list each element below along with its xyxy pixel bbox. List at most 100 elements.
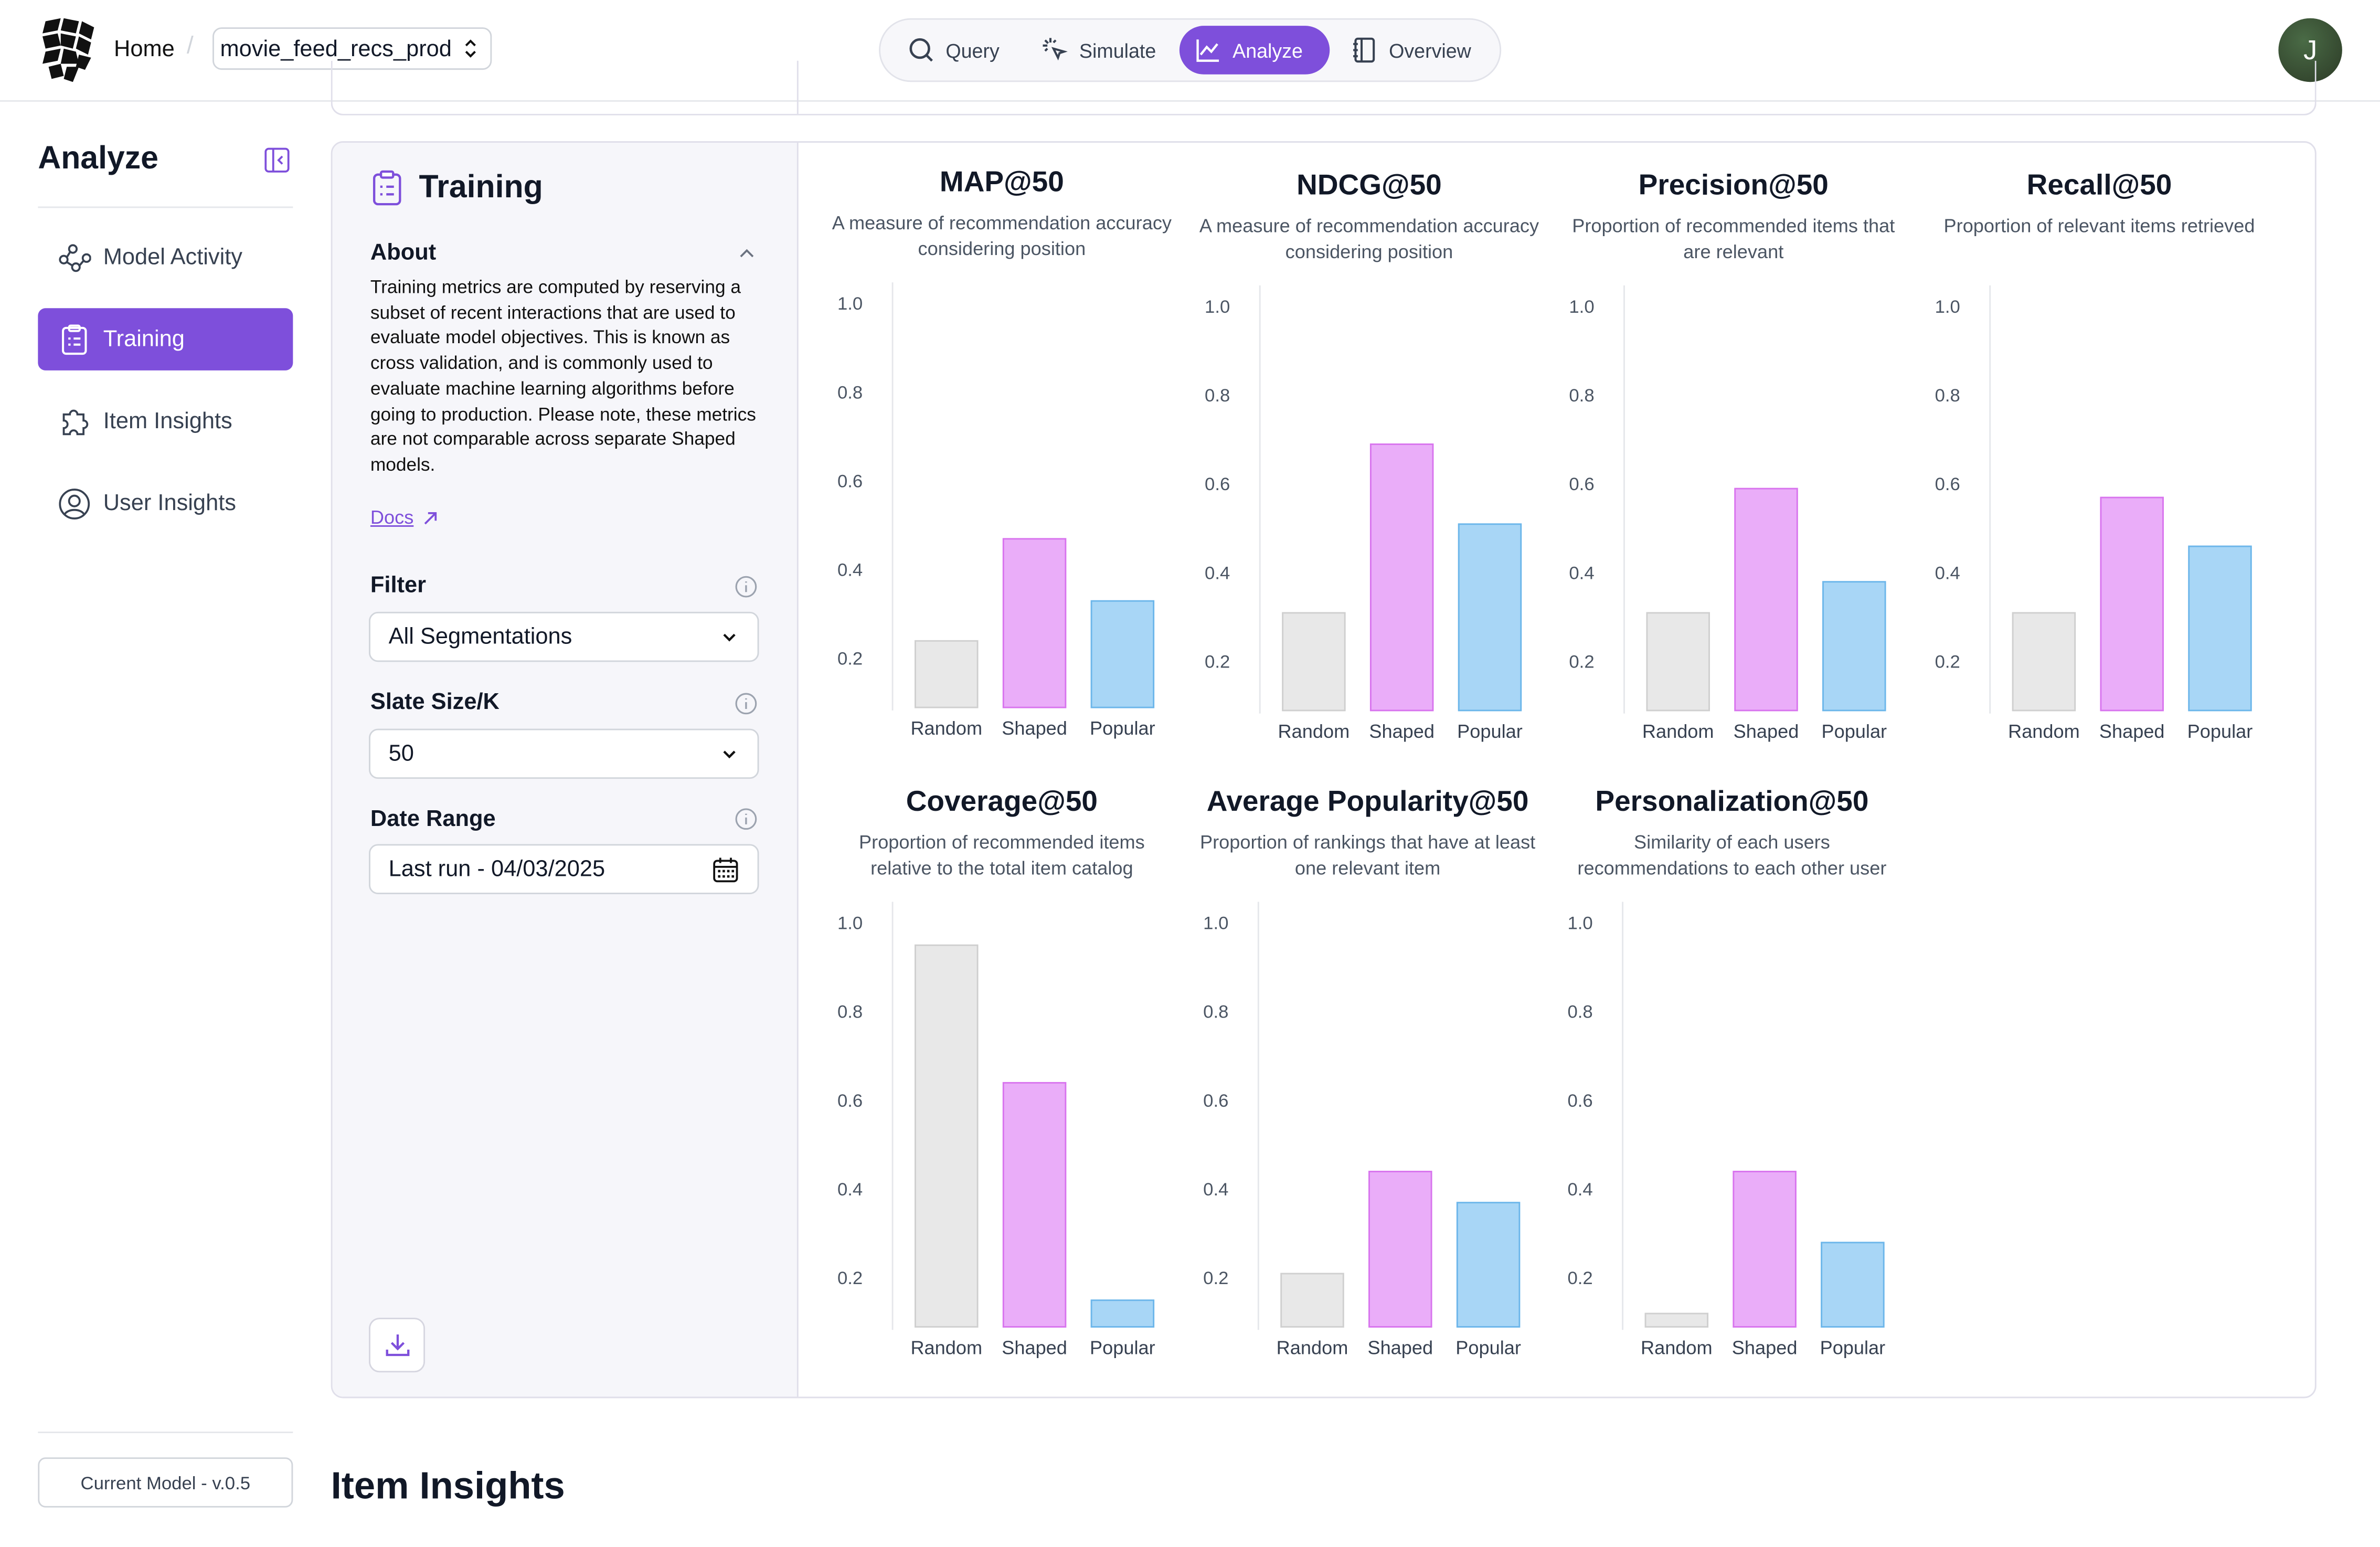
- about-heading[interactable]: About: [370, 240, 437, 266]
- chevron-up-icon[interactable]: [738, 246, 756, 261]
- y-tick-label: 1.0: [1569, 297, 1594, 317]
- y-tick-label: 0.6: [1203, 1091, 1228, 1111]
- chart-title: Precision@50: [1638, 170, 1829, 202]
- y-tick-label: 1.0: [837, 294, 863, 314]
- chart-subtitle: A measure of recommendation accuracy con…: [832, 213, 1172, 259]
- x-category-label: Popular: [1820, 1337, 1886, 1359]
- activity-nodes-icon: [59, 243, 91, 271]
- chart-subtitle: A measure of recommendation accuracy con…: [1199, 215, 1539, 262]
- bar-popular: [2188, 545, 2252, 712]
- y-tick-label: 0.2: [1203, 1268, 1228, 1288]
- slate-size-select[interactable]: 50: [368, 728, 759, 779]
- chevron-down-icon: [723, 750, 736, 759]
- cursor-click-icon: [1043, 38, 1068, 61]
- search-icon: [909, 38, 933, 62]
- slate-size-value: 50: [388, 740, 414, 767]
- chart-subtitle: Similarity of each users recommendations…: [1577, 832, 1887, 878]
- tab-simulate[interactable]: Simulate: [1026, 26, 1172, 75]
- bar-chart-svg: 1.0 0.8 0.6 0.4 0.2 Random Shaped Popular: [1205, 285, 1523, 742]
- clipboard-icon: [373, 170, 401, 206]
- bar-chart-svg: 1.0 0.8 0.6 0.4 0.2 Random Shaped Popular: [1567, 902, 1886, 1359]
- chart-subtitle: Proportion of recommended items relative…: [859, 832, 1145, 878]
- training-card: Training About Training metrics are comp…: [331, 141, 2317, 1398]
- bar-shaped: [1002, 1082, 1067, 1328]
- y-tick-label: 1.0: [1935, 297, 1960, 317]
- y-tick-label: 0.2: [837, 649, 863, 669]
- bar-shaped: [1733, 1171, 1797, 1328]
- x-category-label: Popular: [1090, 1337, 1155, 1359]
- tab-overview[interactable]: Overview: [1336, 26, 1488, 75]
- x-category-label: Shaped: [2099, 720, 2165, 742]
- filter-select-value: All Segmentations: [388, 624, 572, 650]
- sidebar-item-model-activity[interactable]: Model Activity: [38, 226, 293, 289]
- bar-random: [915, 944, 979, 1328]
- y-tick-label: 0.2: [837, 1268, 863, 1288]
- bar-random: [2012, 612, 2076, 712]
- download-button[interactable]: [368, 1318, 426, 1373]
- bar-popular: [1090, 600, 1155, 708]
- tab-query[interactable]: Query: [892, 26, 1029, 75]
- date-range-input[interactable]: Last run - 04/03/2025: [368, 844, 759, 894]
- sidebar-divider: [38, 206, 293, 208]
- date-range-value: Last run - 04/03/2025: [388, 856, 605, 882]
- home-link[interactable]: Home: [113, 36, 175, 62]
- y-tick-label: 0.6: [1205, 474, 1230, 494]
- bar-shaped: [1734, 488, 1798, 712]
- tab-overview-label: Overview: [1389, 38, 1471, 62]
- x-category-label: Random: [1642, 720, 1714, 742]
- filter-select[interactable]: All Segmentations: [368, 611, 759, 662]
- sidebar-item-item-insights[interactable]: Item Insights: [38, 390, 293, 453]
- metric-chart: Recall@50 Proportion of relevant items re…: [1917, 170, 2281, 762]
- info-icon[interactable]: [735, 808, 757, 830]
- x-category-label: Random: [910, 1337, 982, 1359]
- bar-popular: [1821, 1242, 1885, 1328]
- y-tick-label: 1.0: [1205, 297, 1230, 317]
- metric-chart: Precision@50 Proportion of recommended it…: [1552, 170, 1916, 762]
- shaped-logo-icon[interactable]: [39, 18, 97, 82]
- y-tick-label: 0.8: [1203, 1002, 1228, 1022]
- bar-chart-svg: 1.0 0.8 0.6 0.4 0.2 Random Shaped Popular: [1569, 285, 1887, 742]
- sidebar-item-label: Training: [103, 326, 185, 353]
- item-insights-heading: Item Insights: [331, 1465, 565, 1508]
- y-tick-label: 0.2: [1567, 1268, 1592, 1288]
- tab-analyze[interactable]: Analyze: [1179, 26, 1330, 75]
- chart-title: MAP@50: [939, 167, 1064, 199]
- info-icon[interactable]: [735, 575, 757, 598]
- bar-random: [1644, 1312, 1709, 1328]
- sidebar-item-training[interactable]: Training: [38, 308, 293, 370]
- puzzle-icon: [62, 409, 89, 435]
- y-tick-label: 0.4: [1205, 563, 1230, 583]
- sidebar-item-label: User Insights: [103, 490, 236, 516]
- y-tick-label: 0.8: [1935, 386, 1960, 406]
- training-title: Training: [419, 170, 543, 205]
- chart-title: NDCG@50: [1297, 170, 1442, 202]
- metric-chart: NDCG@50 A measure of recommendation accur…: [1187, 170, 1551, 762]
- notebook-icon: [1353, 37, 1375, 63]
- bar-shaped: [1002, 538, 1067, 708]
- info-icon[interactable]: [735, 692, 757, 715]
- sidebar-item-user-insights[interactable]: User Insights: [38, 472, 293, 535]
- sidebar-item-label: Model Activity: [103, 244, 243, 270]
- calendar-icon: [713, 857, 738, 882]
- previous-card-edge: [331, 60, 2317, 115]
- bar-random: [1282, 612, 1346, 712]
- docs-link[interactable]: Docs: [370, 507, 440, 528]
- x-category-label: Popular: [1090, 717, 1155, 739]
- bar-chart-svg: 1.0 0.8 0.6 0.4 0.2 Random Shaped Popular: [1203, 902, 1521, 1359]
- metric-chart: Average Popularity@50 Proportion of ranki…: [1185, 787, 1549, 1379]
- bar-popular: [1458, 523, 1522, 712]
- date-range-label: Date Range: [370, 806, 496, 832]
- y-tick-label: 0.4: [837, 560, 863, 580]
- collapse-sidebar-icon[interactable]: [264, 147, 290, 173]
- breadcrumb-separator: /: [186, 33, 194, 59]
- project-select[interactable]: movie_feed_recs_prod: [212, 27, 492, 70]
- y-tick-label: 0.8: [1205, 386, 1230, 406]
- slate-size-label: Slate Size/K: [370, 689, 500, 715]
- y-tick-label: 0.8: [837, 1002, 863, 1022]
- chevron-up-down-icon: [464, 39, 475, 58]
- y-tick-label: 0.2: [1205, 652, 1230, 672]
- current-model-badge[interactable]: Current Model - v.0.5: [38, 1457, 293, 1508]
- x-category-label: Popular: [1821, 720, 1887, 742]
- bar-chart-svg: 1.0 0.8 0.6 0.4 0.2 Random Shaped Popular: [837, 902, 1155, 1359]
- chart-subtitle: Proportion of relevant items retrieved: [1943, 215, 2255, 237]
